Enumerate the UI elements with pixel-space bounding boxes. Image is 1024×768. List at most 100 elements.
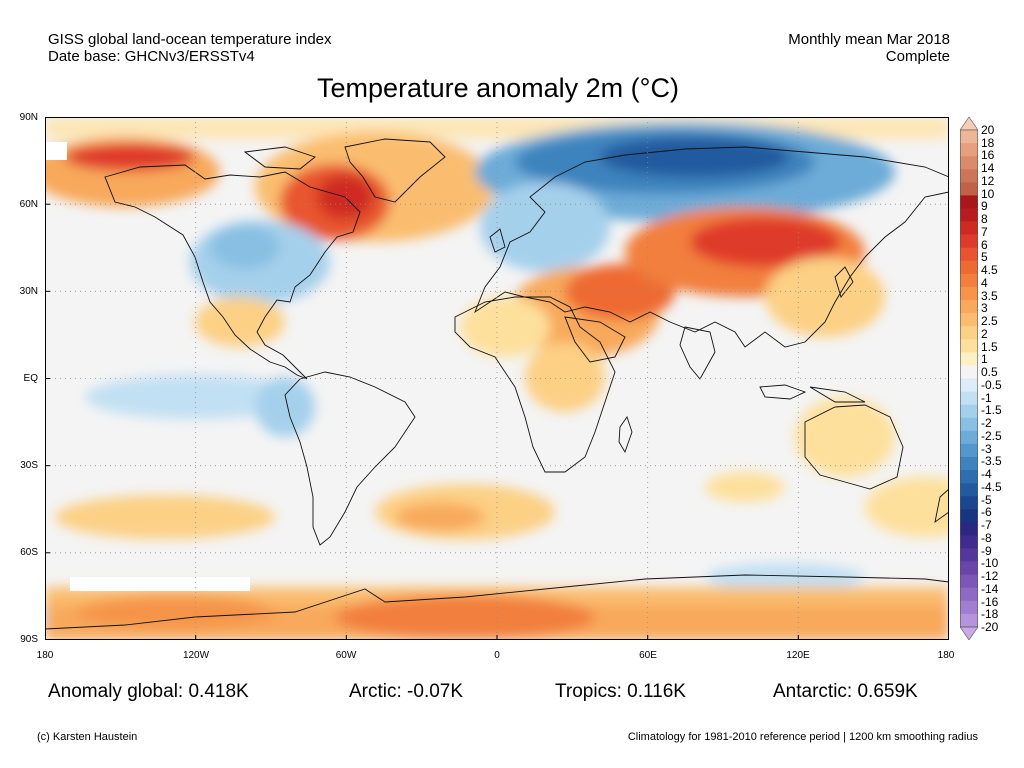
no-data-patch [45, 142, 67, 160]
anomaly-map [45, 117, 949, 640]
colorbar-label: -12 [981, 569, 999, 584]
colorbar-swatch [960, 443, 978, 458]
lon-label: 0 [494, 650, 500, 661]
colorbar-swatch [960, 247, 978, 262]
colorbar-swatch [960, 574, 978, 589]
colorbar-label: 2 [981, 326, 988, 341]
colorbar-swatch [960, 286, 978, 301]
colorbar-label: -6 [981, 505, 992, 520]
lon-label: 120E [786, 650, 810, 661]
colorbar-swatch [960, 600, 978, 615]
colorbar-swatch [960, 313, 978, 327]
colorbar-swatch [960, 352, 978, 366]
colorbar-label: -18 [981, 607, 999, 622]
colorbar-label: -2.5 [981, 428, 1002, 443]
colorbar-swatch [960, 456, 978, 471]
colorbar-label: -1 [981, 390, 992, 405]
completeness-label: Complete [885, 48, 950, 65]
colorbar-label: 7 [981, 224, 988, 239]
map-ticks [45, 203, 799, 640]
colorbar-label: -3 [981, 441, 992, 456]
colorbar-label: 12 [981, 173, 995, 188]
colorbar-label: -7 [981, 518, 992, 533]
lon-label: 60W [335, 650, 357, 661]
colorbar-swatch [960, 326, 978, 340]
colorbar-swatch [960, 483, 978, 497]
data-base: Date base: GHCNv3/ERSSTv4 [48, 48, 255, 65]
colorbar-label: 16 [981, 148, 995, 163]
colorbar-swatch [960, 169, 978, 183]
colorbar-label: -1.5 [981, 403, 1002, 418]
colorbar-swatch [960, 378, 978, 392]
colorbar-swatch [960, 496, 978, 510]
period-label: Monthly mean Mar 2018 [788, 31, 950, 48]
anomaly-antarctic: Antarctic: 0.659K [773, 681, 918, 702]
colorbar-label: -3.5 [981, 454, 1002, 469]
colorbar-swatch [960, 587, 978, 602]
colorbar-swatch [960, 561, 978, 575]
colorbar-label: -9 [981, 543, 992, 558]
colorbar-label: 9 [981, 199, 988, 214]
anomaly-tropics: Tropics: 0.116K [555, 681, 686, 702]
colorbar-swatch [960, 130, 978, 144]
colorbar-label: -4 [981, 467, 992, 482]
dataset-name: GISS global land-ocean temperature index [48, 31, 332, 48]
colorbar-label: 6 [981, 237, 988, 252]
header-right: Monthly mean Mar 2018 Complete [788, 31, 950, 65]
colorbar-swatch [960, 300, 978, 314]
colorbar-label: 1.5 [981, 339, 998, 354]
credit: (c) Karsten Haustein [37, 731, 138, 743]
colorbar-swatch [960, 404, 978, 419]
colorbar-swatch [960, 391, 978, 405]
colorbar-swatch [960, 208, 978, 222]
colorbar-label: -16 [981, 594, 999, 609]
lat-label: 60N [19, 199, 38, 210]
colorbar-swatch [960, 156, 978, 170]
colorbar-label: -14 [981, 581, 999, 596]
anomaly-arctic: Arctic: -0.07K [349, 681, 464, 702]
colorbar-cap-top [960, 117, 978, 131]
no-data-patch [70, 577, 250, 591]
colorbar-label: 0.5 [981, 365, 998, 380]
lon-label: 120W [182, 650, 210, 661]
graticule [45, 117, 949, 640]
colorbar-swatch [960, 221, 978, 235]
colorbar-label: 4 [981, 275, 988, 290]
colorbar-label: 4.5 [981, 263, 998, 278]
colorbar-label: 20 [981, 123, 995, 137]
lon-label: 180 [937, 650, 955, 661]
colorbar-label: -0.5 [981, 377, 1002, 392]
colorbar-label: 18 [981, 135, 995, 150]
colorbar-swatch [960, 182, 978, 196]
colorbar-label: 8 [981, 212, 988, 227]
colorbar-label: 3.5 [981, 288, 998, 303]
colorbar-swatch [960, 417, 978, 432]
header-left: GISS global land-ocean temperature index… [48, 31, 332, 65]
colorbar-cap-bottom [960, 626, 978, 640]
colorbar-swatch [960, 430, 978, 445]
colorbar-swatch [960, 273, 978, 288]
colorbar-label: -4.5 [981, 479, 1002, 494]
colorbar-label: 2.5 [981, 314, 998, 329]
colorbar-swatch [960, 613, 978, 628]
colorbar-swatch [960, 535, 978, 549]
colorbar-swatch [960, 522, 978, 536]
colorbar-label: -10 [981, 556, 999, 571]
lon-label: 60E [639, 650, 657, 661]
colorbar-label: -5 [981, 492, 992, 507]
colorbar-label: -20 [981, 620, 999, 634]
map-title: Temperature anomaly 2m (°C) [317, 73, 679, 103]
lat-label: 90S [20, 634, 38, 645]
colorbar-label: 10 [981, 186, 995, 201]
lon-label: 180 [36, 650, 54, 661]
colorbar-label: -2 [981, 416, 992, 431]
colorbar-swatch [960, 143, 978, 157]
anomaly-global: Anomaly global: 0.418K [48, 681, 249, 702]
lat-label: 90N [19, 112, 38, 123]
colorbar-swatch [960, 260, 978, 275]
lat-label: 30N [19, 286, 38, 297]
colorbar-swatch [960, 548, 978, 562]
colorbar-label: -8 [981, 530, 992, 545]
colorbar-swatch [960, 195, 978, 209]
colorbar-label: 5 [981, 250, 988, 265]
